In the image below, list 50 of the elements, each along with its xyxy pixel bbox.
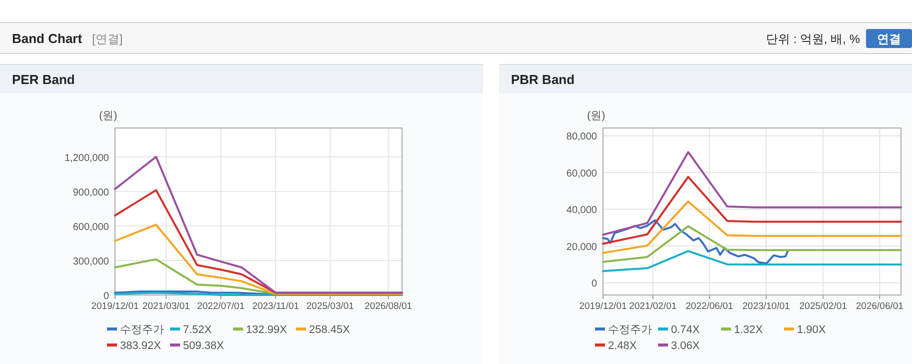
legend-label: 383.92X	[120, 340, 162, 352]
y-tick-label: 40,000	[566, 205, 598, 216]
x-tick-label: 2019/12/01	[91, 301, 139, 312]
line-series	[602, 176, 902, 245]
legend-label: 수정주가	[120, 324, 164, 336]
y-tick-label: 0	[591, 278, 598, 290]
x-tick-label: 2026/06/01	[856, 301, 904, 312]
legend-label: 3.06X	[671, 340, 700, 352]
chart-title: PBR Band	[511, 72, 575, 87]
legend-label: 2.48X	[608, 340, 638, 352]
x-tick-label: 2025/02/01	[799, 301, 847, 312]
legend-label: 1.90X	[797, 324, 826, 336]
legend-label: 1.32X	[734, 324, 764, 336]
x-tick-label: 2026/08/01	[364, 301, 412, 312]
y-tick-label: 20,000	[566, 242, 598, 253]
line-series	[602, 151, 902, 236]
y-tick-label: 80,000	[566, 132, 598, 143]
y-axis-title: (원)	[99, 110, 118, 122]
x-tick-label: 2022/06/01	[686, 301, 734, 312]
x-tick-label: 2023/11/01	[252, 301, 300, 312]
x-tick-label: 2021/02/01	[629, 301, 677, 312]
line-series	[602, 200, 902, 254]
y-tick-label: 0	[103, 291, 110, 302]
x-tick-label: 2023/10/01	[742, 301, 790, 312]
y-tick-label: 600,000	[72, 222, 110, 233]
line-series	[602, 225, 902, 263]
x-tick-label: 2025/03/01	[306, 301, 354, 312]
y-axis-title: (원)	[587, 110, 606, 122]
legend-label: 509.38X	[183, 340, 225, 352]
y-tick-label: 60,000	[566, 168, 598, 180]
line-series	[602, 219, 789, 264]
legend-label: 132.99X	[246, 324, 288, 336]
legend-label: 7.52X	[183, 324, 212, 336]
text: Band Chart	[12, 31, 83, 46]
y-tick-label: 1,200,000	[64, 152, 110, 164]
legend-label: 258.45X	[309, 324, 351, 336]
legend-label: 수정주가	[608, 324, 652, 336]
x-tick-label: 2022/07/01	[197, 301, 245, 312]
text: [연결]	[92, 32, 123, 46]
line-series	[602, 250, 902, 272]
x-tick-label: 2021/03/01	[142, 301, 190, 312]
chart-title: PER Band	[12, 72, 75, 87]
y-tick-label: 900,000	[72, 187, 110, 198]
line-series	[114, 224, 403, 295]
y-tick-label: 300,000	[72, 256, 110, 268]
text: 단위 : 억원, 배, %	[766, 32, 860, 46]
legend-label: 0.74X	[671, 324, 700, 336]
line-series	[114, 156, 403, 294]
x-tick-label: 2019/12/01	[579, 301, 627, 312]
text: 연결	[877, 32, 901, 46]
